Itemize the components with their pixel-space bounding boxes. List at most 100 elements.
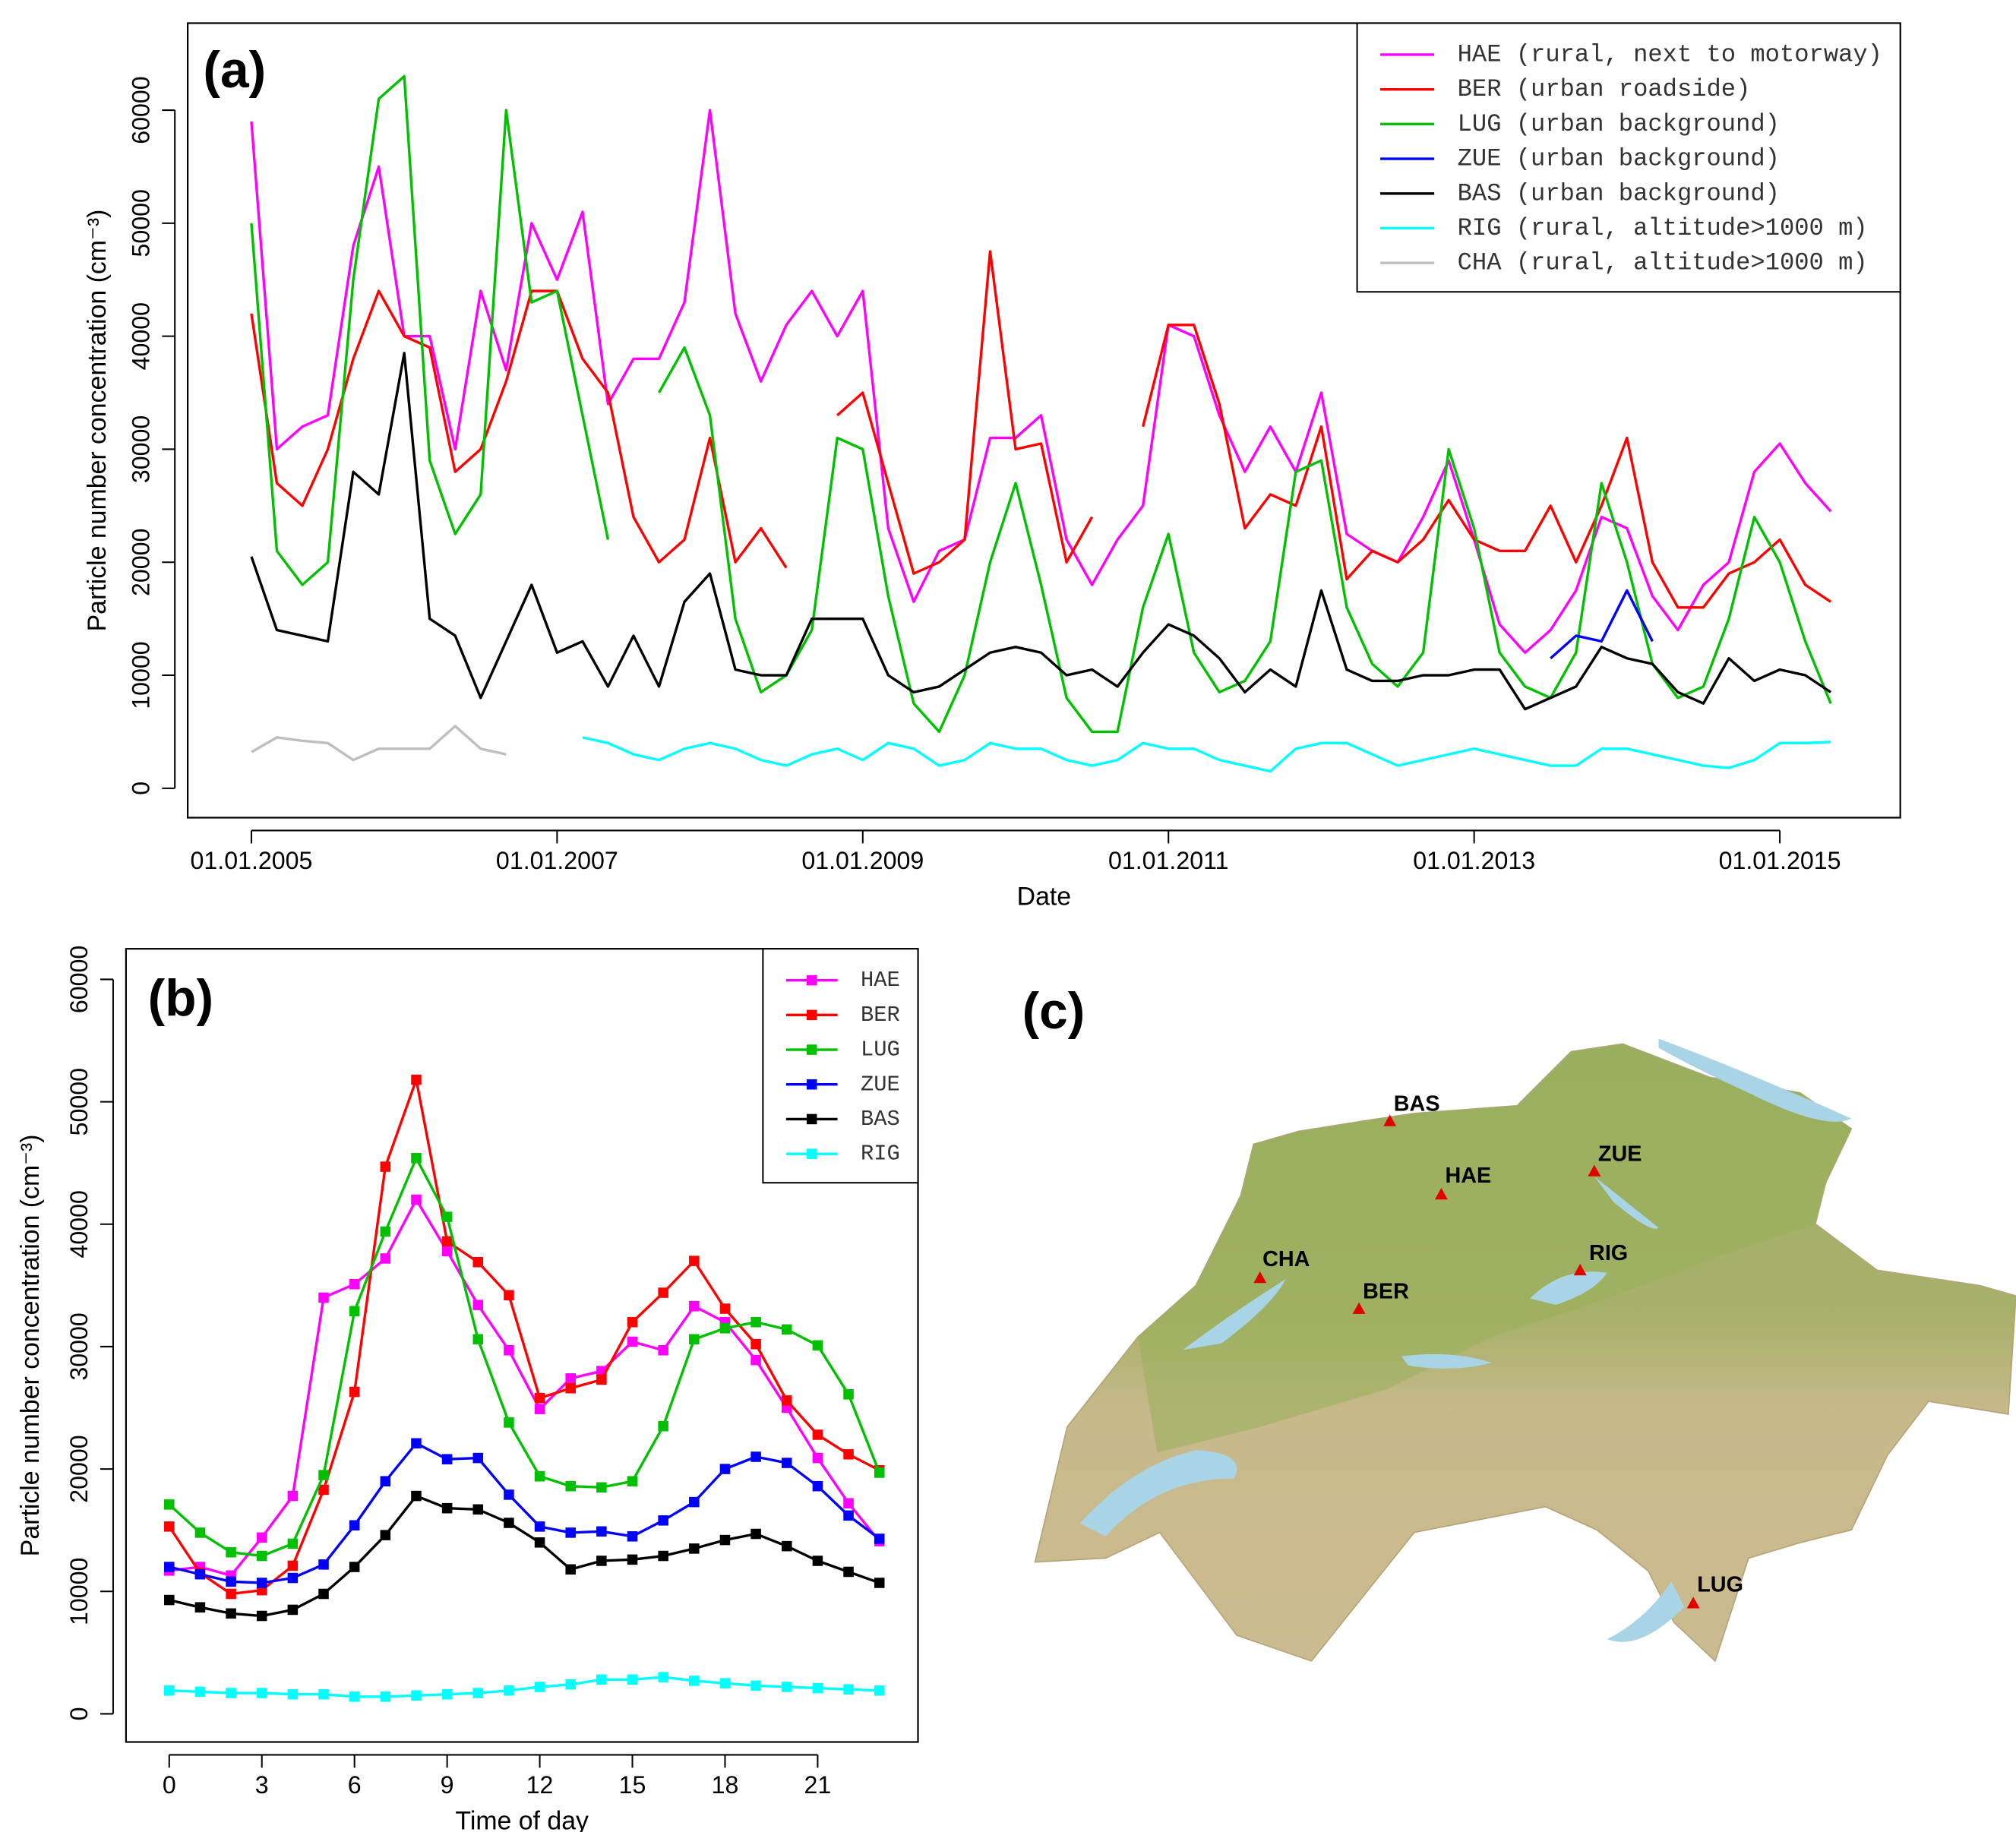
legend-frame [762, 948, 919, 1184]
data-point [287, 1688, 299, 1700]
data-point [750, 1316, 761, 1328]
station-marker [1253, 1271, 1267, 1284]
y-tick-label: 50000 [127, 189, 154, 257]
legend-label: HAE (rural, next to motorway) [1458, 40, 1882, 68]
x-axis-label: Date [1017, 883, 1072, 911]
data-point [565, 1480, 576, 1492]
series-line [1550, 589, 1654, 659]
x-tick-label: 01.01.2015 [1719, 847, 1841, 874]
legend: HAE (rural, next to motorway) BER (urban … [1356, 22, 1901, 293]
station-marker [1573, 1263, 1587, 1276]
panel-label: (a) [203, 42, 266, 99]
y-tick-label: 60000 [65, 946, 93, 1013]
plateau [1137, 1044, 1852, 1453]
data-point [781, 1458, 792, 1468]
data-point [287, 1604, 299, 1616]
data-point [226, 1576, 236, 1587]
data-point [349, 1278, 360, 1290]
series-line [250, 352, 1832, 711]
data-point [411, 1074, 422, 1085]
series-line [250, 109, 1832, 654]
data-point [534, 1682, 545, 1692]
x-tick-label: 18 [712, 1771, 739, 1799]
data-point [565, 1679, 576, 1690]
panel-label: (c) [1022, 983, 1085, 1040]
x-tick-label: 01.01.2011 [1108, 847, 1228, 874]
data-point [287, 1572, 299, 1584]
data-point [812, 1682, 823, 1694]
data-point [411, 1152, 422, 1164]
data-point [750, 1528, 761, 1540]
data-point [596, 1374, 607, 1385]
lake [1079, 1450, 1237, 1537]
data-point [843, 1684, 854, 1695]
station-markers [1253, 1114, 1700, 1609]
data-point [256, 1578, 267, 1588]
data-point [627, 1674, 638, 1685]
data-point [194, 1527, 206, 1538]
data-point [719, 1322, 731, 1334]
data-point [411, 1690, 422, 1701]
station-label: CHA [1262, 1247, 1310, 1271]
data-point [843, 1448, 854, 1460]
data-point [627, 1554, 638, 1565]
y-tick-label: 20000 [127, 529, 154, 596]
data-point [874, 1685, 885, 1696]
data-point [287, 1538, 299, 1549]
y-tick-label: 40000 [65, 1190, 93, 1258]
station-label: RIG [1589, 1241, 1628, 1265]
data-point [441, 1211, 453, 1222]
data-point [256, 1688, 267, 1698]
station-marker [1352, 1302, 1366, 1314]
y-tick-label: 50000 [65, 1068, 93, 1136]
data-point [164, 1562, 175, 1572]
data-point [689, 1496, 700, 1508]
legend-marker [806, 1113, 817, 1125]
data-point [441, 1688, 453, 1700]
data-point [627, 1530, 638, 1542]
lake [1607, 1581, 1685, 1642]
data-point [472, 1334, 484, 1345]
series-line [250, 74, 1832, 734]
data-point [534, 1521, 545, 1532]
data-point [318, 1292, 329, 1303]
data-point [596, 1674, 607, 1685]
legend-label: BAS [861, 1107, 900, 1132]
legend-label: BER [861, 1003, 900, 1028]
x-tick-label: 01.01.2013 [1413, 847, 1535, 874]
data-point [226, 1588, 236, 1600]
data-point [318, 1484, 329, 1496]
data-point [750, 1338, 761, 1350]
x-tick-label: 9 [441, 1771, 454, 1799]
data-point [349, 1306, 360, 1316]
data-point [194, 1568, 206, 1580]
series-line [168, 1157, 881, 1558]
legend-label: ZUE [861, 1072, 900, 1097]
data-point [658, 1672, 668, 1682]
data-point [812, 1452, 823, 1464]
data-point [380, 1161, 391, 1172]
data-point [380, 1253, 391, 1264]
y-tick-label: 0 [65, 1707, 93, 1720]
series-line [250, 250, 1832, 609]
data-point [874, 1534, 885, 1544]
data-point [504, 1345, 514, 1356]
legend-label: LUG (urban background) [1458, 110, 1780, 138]
legend-label: HAE [861, 968, 900, 993]
x-axis-label: Time of day [455, 1807, 589, 1832]
data-point [226, 1688, 236, 1698]
legend-label: BER (urban roadside) [1458, 75, 1751, 103]
legend-marker [806, 1009, 817, 1021]
data-point [812, 1480, 823, 1492]
x-tick-label: 01.01.2007 [496, 847, 618, 874]
data-point [812, 1556, 823, 1566]
data-point [441, 1246, 453, 1257]
y-axis-label: Particle number concentration (cm⁻³) [83, 210, 112, 632]
station-label: BAS [1394, 1091, 1440, 1116]
data-point [874, 1578, 885, 1588]
station-label: ZUE [1598, 1142, 1642, 1166]
legend-label: RIG [861, 1142, 900, 1167]
data-point [843, 1510, 854, 1521]
data-point [781, 1682, 792, 1692]
station-marker [1383, 1114, 1397, 1126]
